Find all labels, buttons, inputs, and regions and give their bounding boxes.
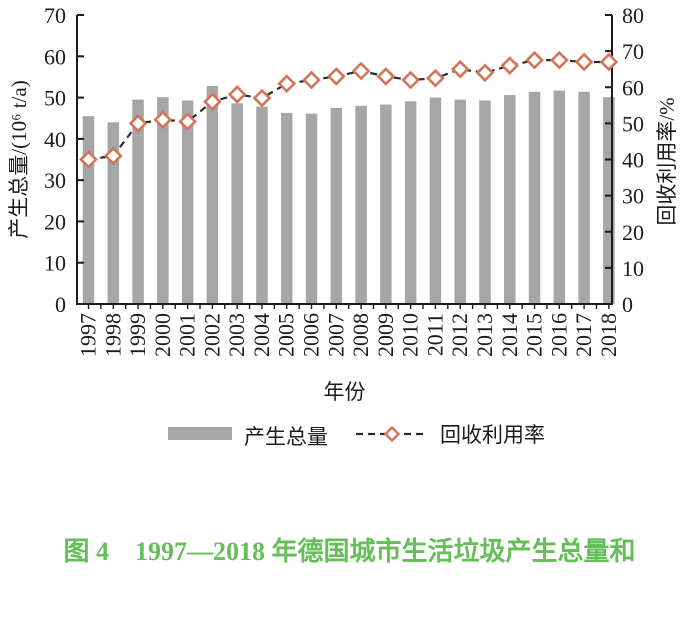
right-tick-label-40: 40 <box>622 148 644 173</box>
x-tick-label-2017: 2017 <box>571 313 596 357</box>
bar-2005 <box>280 112 293 305</box>
bar-2003 <box>231 103 243 304</box>
x-axis-title: 年份 <box>324 380 366 404</box>
recovery-marker-2018 <box>599 52 619 72</box>
left-tick-label-70: 70 <box>44 3 66 28</box>
recovery-marker-2016 <box>549 50 569 70</box>
x-tick-label-2009: 2009 <box>373 313 398 357</box>
recovery-marker-2005 <box>277 74 297 93</box>
left-tick-label-10: 10 <box>44 251 66 276</box>
bar-2013 <box>479 100 491 304</box>
legend-label-production: 产生总量 <box>244 425 328 449</box>
recovery-marker-2014 <box>500 56 520 75</box>
legend-label-recovery: 回收利用率 <box>440 423 545 447</box>
x-tick-label-2000: 2000 <box>150 313 175 357</box>
right-tick-label-30: 30 <box>622 184 644 209</box>
right-tick-label-10: 10 <box>622 256 644 281</box>
bar-2008 <box>355 105 367 304</box>
recovery-marker-1997 <box>79 150 98 169</box>
legend-marker-recovery-diamond <box>383 425 401 443</box>
x-tick-label-2001: 2001 <box>175 313 200 357</box>
bar-2009 <box>380 104 392 304</box>
caption-zh-line1: 图 4 1997—2018 年德国城市生活垃圾产生总量和 <box>63 537 636 566</box>
y-axis-left-title: 产生总量/(10⁶ t/a) <box>7 80 31 238</box>
left-tick-label-0: 0 <box>55 292 66 317</box>
right-tick-label-80: 80 <box>622 3 644 28</box>
recovery-marker-2002 <box>203 92 222 112</box>
left-tick-label-60: 60 <box>44 44 66 69</box>
bar-2017 <box>578 91 590 304</box>
bar-1998 <box>107 122 120 304</box>
right-tick-label-70: 70 <box>622 39 644 64</box>
x-tick-label-2018: 2018 <box>596 313 621 357</box>
bar-2000 <box>157 97 169 304</box>
bar-2007 <box>330 107 343 305</box>
recovery-marker-2006 <box>302 70 321 90</box>
x-tick-label-2015: 2015 <box>522 313 547 357</box>
x-tick-label-2007: 2007 <box>323 313 348 357</box>
bar-2002 <box>206 86 219 304</box>
bar-2016 <box>553 90 566 304</box>
left-tick-label-40: 40 <box>44 127 66 152</box>
recovery-marker-2009 <box>376 67 396 86</box>
x-tick-label-2006: 2006 <box>299 313 324 357</box>
left-tick-label-20: 20 <box>44 209 66 234</box>
msw-production-recovery-chart: 0 10 20 30 40 50 60 70 0 10 20 30 40 50 60 70 80 1997 1998… <box>7 3 679 449</box>
legend-swatch-production <box>168 427 232 440</box>
recovery-marker-2003 <box>227 85 247 104</box>
x-tick-label-2013: 2013 <box>472 313 497 357</box>
x-tick-label-2003: 2003 <box>224 313 249 357</box>
x-tick-label-2005: 2005 <box>274 313 299 357</box>
recovery-marker-1998 <box>103 146 123 166</box>
x-tick-label-2008: 2008 <box>348 313 373 357</box>
recovery-marker-2000 <box>153 110 173 130</box>
recovery-marker-2012 <box>450 59 470 79</box>
recovery-marker-2010 <box>401 70 420 90</box>
recovery-marker-2008 <box>351 61 371 81</box>
recovery-marker-2015 <box>525 50 544 70</box>
recovery-marker-1999 <box>128 114 148 133</box>
x-tick-label-2011: 2011 <box>422 313 447 356</box>
bar-2015 <box>528 91 541 304</box>
bar-2012 <box>454 99 466 304</box>
right-tick-label-0: 0 <box>622 292 633 317</box>
x-tick-label-1998: 1998 <box>100 313 125 357</box>
bar-2001 <box>181 100 194 304</box>
right-tick-label-50: 50 <box>622 111 644 136</box>
bar-2010 <box>404 101 417 304</box>
x-tick-label-2004: 2004 <box>249 313 274 357</box>
bar-2018 <box>603 97 615 304</box>
bar-1999 <box>132 99 144 304</box>
x-tick-label-2012: 2012 <box>447 313 472 357</box>
recovery-rate-line <box>88 59 609 161</box>
recovery-marker-2004 <box>252 88 272 108</box>
right-tick-label-60: 60 <box>622 75 644 100</box>
recovery-marker-2011 <box>426 68 445 88</box>
x-tick-label-2002: 2002 <box>199 313 224 357</box>
recovery-marker-2017 <box>574 52 594 72</box>
bar-2004 <box>256 106 268 304</box>
bar-2006 <box>305 113 318 305</box>
x-tick-label-2016: 2016 <box>546 313 571 357</box>
recovery-marker-2013 <box>475 63 495 83</box>
x-tick-label-1999: 1999 <box>125 313 150 357</box>
bar-2011 <box>429 97 442 304</box>
bar-1997 <box>82 116 95 305</box>
right-tick-label-20: 20 <box>622 220 644 245</box>
x-tick-label-1997: 1997 <box>76 313 101 357</box>
left-tick-label-50: 50 <box>44 86 66 111</box>
y-axis-right-title: 回收利用率/% <box>655 97 679 225</box>
left-tick-label-30: 30 <box>44 168 66 193</box>
x-tick-label-2010: 2010 <box>398 313 423 357</box>
caption-zh: 图 4 1997—2018 年德国城市生活垃圾产生总量和 回收利用率 <box>0 459 699 619</box>
x-tick-label-2014: 2014 <box>497 313 522 357</box>
bar-2014 <box>504 95 516 304</box>
recovery-marker-2007 <box>326 67 346 86</box>
recovery-marker-2001 <box>178 112 197 131</box>
